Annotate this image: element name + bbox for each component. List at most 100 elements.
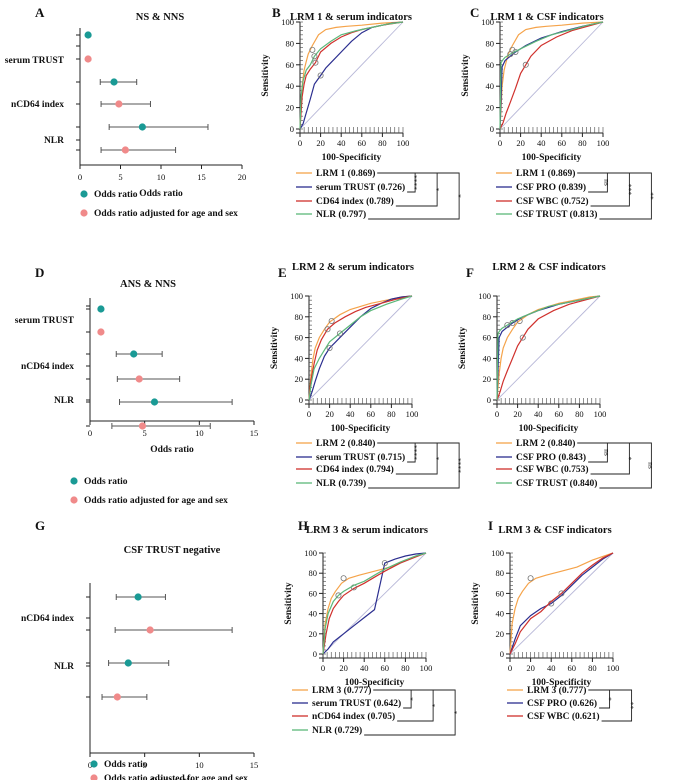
legend-label: CSF WBC (0.753) xyxy=(516,464,589,475)
panel-title: LRM 1 & CSF indicators xyxy=(490,12,603,23)
y-tick-label: 20 xyxy=(295,374,304,384)
odds-ratio-point xyxy=(134,593,142,601)
panel-letter: A xyxy=(35,5,45,20)
y-tick-label: 0 xyxy=(290,124,294,134)
y-tick-label: 60 xyxy=(309,588,318,598)
reference-diagonal xyxy=(322,552,427,655)
panel-f-roc: F LRM 2 & CSF indicators 00 20 20 40 40 60 60 80 8… xyxy=(458,262,655,489)
roc-curve xyxy=(308,295,413,401)
y-tick-label: 40 xyxy=(483,353,492,363)
legend-label: CSF PRO (0.626) xyxy=(527,698,597,709)
y-tick-label: 0 xyxy=(500,649,504,659)
y-axis-label: Sensitivity xyxy=(471,582,481,624)
roc-curve xyxy=(499,21,604,130)
y-tick-label: 80 xyxy=(295,312,304,322)
y-axis-label: Sensitivity xyxy=(458,327,468,369)
legend-label: CSF WBC (0.752) xyxy=(516,196,589,207)
legend-odds-ratio-marker xyxy=(70,477,78,485)
y-tick-label: 60 xyxy=(496,588,505,598)
odds-ratio-point xyxy=(110,78,118,86)
significance-label: * xyxy=(450,711,459,715)
roc-curve xyxy=(322,552,427,655)
x-tick-label: 5 xyxy=(143,428,147,438)
x-tick-label: 20 xyxy=(316,138,325,148)
adjusted-odds-ratio-point xyxy=(138,422,147,430)
x-tick-label: 20 xyxy=(325,409,334,419)
significance-label: * xyxy=(454,194,463,198)
x-tick-label: 100 xyxy=(607,663,620,673)
reference-diagonal xyxy=(299,21,404,130)
legend-label: CSF TRUST (0.813) xyxy=(516,209,597,220)
odds-ratio-point xyxy=(124,659,132,667)
cutoff-marker xyxy=(504,322,511,329)
panel-d-forest: D ANS & NNS 0 5 10 15 Odds ratio serum TRUST nCD… xyxy=(15,265,258,506)
roc-curve xyxy=(322,552,427,655)
legend-adjusted-marker xyxy=(70,496,78,504)
y-tick-label: 0 xyxy=(490,124,494,134)
legend-label: CSF PRO (0.843) xyxy=(516,452,586,463)
row-label: nCD64 index xyxy=(11,100,64,110)
legend-label: CSF PRO (0.839) xyxy=(516,182,586,193)
y-tick-label: 40 xyxy=(295,353,304,363)
legend-label: Odds ratio xyxy=(94,190,138,200)
panel-title: LRM 3 & CSF indicators xyxy=(498,525,611,536)
row-label: nCD64 index xyxy=(21,362,74,372)
x-tick-label: 80 xyxy=(401,663,410,673)
x-tick-label: 20 xyxy=(238,172,247,182)
x-tick-label: 80 xyxy=(387,409,396,419)
legend-label: Odds ratio xyxy=(84,477,128,487)
y-tick-label: 20 xyxy=(286,103,295,113)
x-tick-label: 0 xyxy=(495,409,499,419)
legend-label: LRM 3 (0.777) xyxy=(527,685,586,696)
x-axis-label: 100-Specificity xyxy=(532,678,592,688)
legend-label: LRM 1 (0.869) xyxy=(516,168,575,179)
odds-ratio-point xyxy=(97,305,105,313)
panel-title: ANS & NNS xyxy=(120,279,176,290)
cutoff-marker xyxy=(522,61,529,68)
reference-diagonal xyxy=(499,21,604,130)
cutoff-marker xyxy=(317,72,324,79)
panel-b-roc: B LRM 1 & serum indicators 00 20 20 40 40 60 60 8… xyxy=(261,5,463,220)
y-tick-label: 60 xyxy=(483,333,492,343)
panel-i-roc: I LRM 3 & CSF indicators 00 20 20 40 40 60 60 80 8… xyxy=(471,518,636,722)
legend-label: CSF WBC (0.621) xyxy=(527,711,600,722)
cutoff-marker xyxy=(336,330,343,337)
roc-curve xyxy=(499,21,604,130)
x-tick-label: 15 xyxy=(197,172,206,182)
panel-letter: F xyxy=(466,265,474,280)
cutoff-marker xyxy=(340,575,347,582)
x-tick-label: 40 xyxy=(537,138,546,148)
reference-diagonal xyxy=(308,295,413,401)
row-label: NLR xyxy=(54,662,74,672)
roc-curve xyxy=(499,21,604,130)
odds-ratio-point xyxy=(138,123,146,131)
adjusted-odds-ratio-point xyxy=(115,100,123,108)
significance-label: * xyxy=(428,704,437,708)
x-axis-label: Odds ratio xyxy=(150,777,194,780)
adjusted-odds-ratio-point xyxy=(97,328,105,336)
x-tick-label: 60 xyxy=(555,409,564,419)
x-tick-label: 0 xyxy=(88,760,92,770)
row-label: serum TRUST xyxy=(15,316,75,326)
adjusted-odds-ratio-point xyxy=(121,146,129,154)
x-tick-label: 100 xyxy=(397,138,410,148)
x-tick-label: 0 xyxy=(321,663,325,673)
x-tick-label: 15 xyxy=(250,428,259,438)
cutoff-marker xyxy=(309,46,316,53)
panel-title: LRM 2 & serum indicators xyxy=(292,262,414,273)
significance-label: ns xyxy=(602,179,611,186)
significance-bracket xyxy=(364,689,456,736)
x-tick-label: 80 xyxy=(378,138,387,148)
legend-adjusted-marker xyxy=(90,774,98,780)
cutoff-marker xyxy=(507,51,514,58)
x-tick-label: 60 xyxy=(367,409,376,419)
significance-label: **** xyxy=(454,458,463,473)
roc-curve xyxy=(496,295,601,401)
cutoff-marker xyxy=(381,560,388,567)
cutoff-marker xyxy=(311,53,318,60)
x-tick-label: 80 xyxy=(588,663,597,673)
x-tick-label: 100 xyxy=(406,409,419,419)
roc-curve xyxy=(308,295,413,401)
